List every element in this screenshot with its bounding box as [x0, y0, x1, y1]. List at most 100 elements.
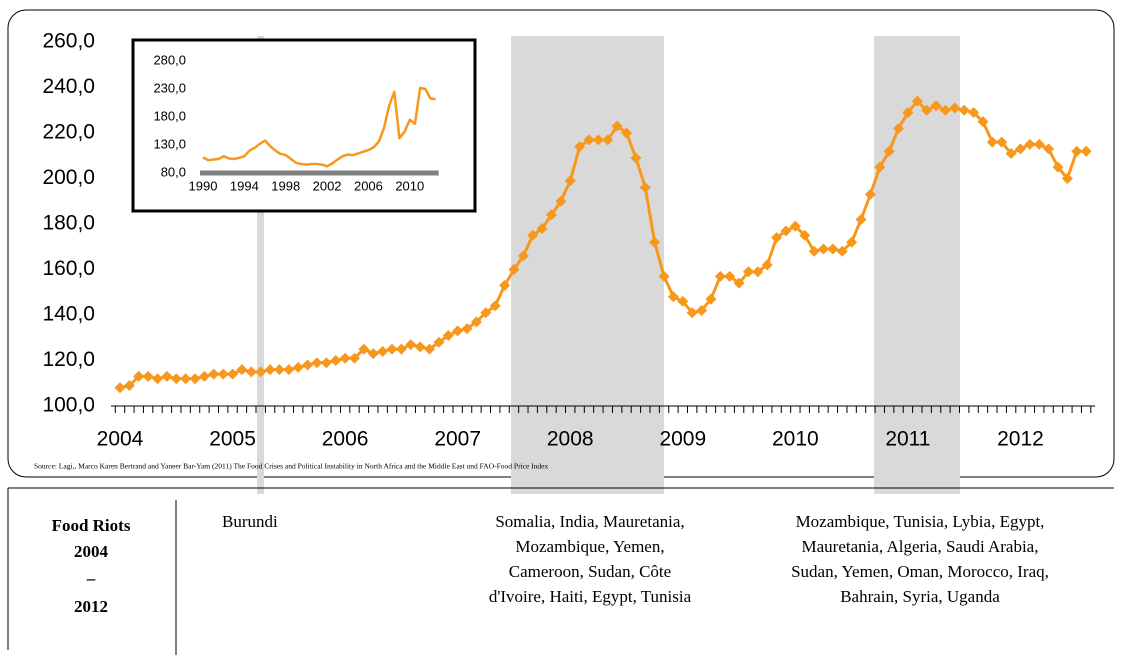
- x-tick-label: 2006: [354, 178, 383, 193]
- data-point: [921, 104, 933, 116]
- data-point: [958, 104, 970, 116]
- data-line: [202, 86, 436, 168]
- data-point: [639, 182, 651, 194]
- data-point: [949, 102, 961, 114]
- data-point: [977, 116, 989, 128]
- data-point: [283, 364, 295, 376]
- table-heading: 2004: [74, 542, 109, 561]
- data-point: [555, 195, 567, 207]
- table-cell-line: Bahrain, Syria, Uganda: [840, 587, 1000, 606]
- data-point: [508, 264, 520, 275]
- data-point: [1061, 173, 1073, 184]
- data-point: [255, 366, 267, 378]
- data-point: [808, 245, 820, 257]
- data-point: [583, 134, 595, 146]
- y-tick-label: 100,0: [42, 394, 95, 417]
- x-tick-label: 2002: [313, 178, 342, 193]
- data-point: [883, 145, 895, 157]
- y-tick-label: 120,0: [42, 348, 95, 371]
- data-point: [377, 345, 389, 357]
- data-point: [893, 122, 905, 134]
- y-tick-label: 80,0: [161, 164, 186, 179]
- riot-period: [257, 36, 264, 494]
- data-point: [714, 270, 726, 282]
- data-point: [480, 307, 492, 319]
- data-point: [686, 307, 698, 319]
- data-point: [667, 291, 679, 303]
- data-point: [367, 348, 379, 360]
- table-cell-line: Mozambique, Tunisia, Lybia, Egypt,: [796, 512, 1045, 531]
- data-point: [461, 323, 473, 335]
- data-point: [339, 352, 351, 364]
- data-point: [836, 245, 848, 257]
- data-point: [789, 220, 801, 232]
- data-point: [330, 355, 342, 366]
- x-tick-label: 2012: [997, 428, 1044, 451]
- y-tick-label: 200,0: [42, 166, 95, 189]
- data-point: [1033, 138, 1045, 150]
- table-cell-line: d'Ivoire, Haiti, Egypt, Tunisia: [489, 587, 692, 606]
- data-point: [724, 270, 736, 282]
- data-point: [874, 161, 886, 173]
- y-tick-label: 260,0: [42, 30, 95, 53]
- data-point: [574, 141, 586, 153]
- y-tick-label: 180,0: [153, 108, 186, 123]
- data-point: [292, 361, 304, 373]
- x-tick-label: 2010: [395, 178, 424, 193]
- data-point: [545, 209, 557, 221]
- data-point: [911, 95, 923, 107]
- data-point: [517, 250, 529, 262]
- data-point: [414, 341, 426, 353]
- data-point: [986, 136, 998, 148]
- data-point: [799, 229, 811, 241]
- data-point: [602, 134, 614, 146]
- data-point: [489, 300, 501, 312]
- data-point: [264, 364, 276, 376]
- data-point: [152, 373, 164, 385]
- x-tick-label: 2005: [209, 428, 256, 451]
- data-point: [452, 325, 464, 337]
- data-point: [536, 223, 548, 235]
- data-point: [236, 364, 248, 376]
- data-point: [1052, 161, 1064, 173]
- data-point: [939, 104, 951, 116]
- data-point: [358, 343, 370, 355]
- table-heading: Food Riots: [52, 516, 131, 535]
- data-point: [1014, 143, 1026, 155]
- data-point: [564, 175, 576, 187]
- data-point: [996, 136, 1008, 148]
- data-point: [442, 329, 454, 341]
- data-point: [208, 368, 220, 380]
- data-point: [527, 229, 539, 241]
- data-point: [133, 370, 145, 382]
- y-tick-label: 180,0: [42, 212, 95, 235]
- data-point: [771, 232, 783, 244]
- data-point: [611, 120, 623, 132]
- data-point: [123, 380, 135, 392]
- data-point: [1024, 138, 1036, 150]
- x-tick-label: 1990: [189, 178, 218, 193]
- y-tick-label: 140,0: [42, 303, 95, 326]
- x-tick-label: 2006: [322, 428, 369, 451]
- data-point: [742, 266, 754, 278]
- y-tick-label: 280,0: [153, 52, 186, 67]
- inset-chart: 80,0 130,0 180,0 230,0 280,0 1990 1994 1998 2002…: [153, 52, 439, 193]
- table-cell-line: Cameroon, Sudan, Côte: [509, 562, 671, 581]
- data-point: [405, 339, 417, 351]
- table-lines: [7, 487, 1114, 655]
- inset-frame: [131, 38, 477, 213]
- data-point: [930, 100, 942, 112]
- data-point: [592, 134, 604, 146]
- data-point: [170, 373, 182, 385]
- data-point: [217, 368, 229, 380]
- y-tick-label: 220,0: [42, 121, 95, 144]
- data-point: [621, 127, 633, 139]
- data-point: [1005, 147, 1017, 159]
- data-point: [827, 243, 839, 255]
- y-tick-label: 130,0: [153, 136, 186, 151]
- data-point: [630, 152, 642, 164]
- x-tick-label: 2008: [547, 428, 594, 451]
- data-point: [349, 352, 360, 364]
- data-point: [752, 266, 764, 278]
